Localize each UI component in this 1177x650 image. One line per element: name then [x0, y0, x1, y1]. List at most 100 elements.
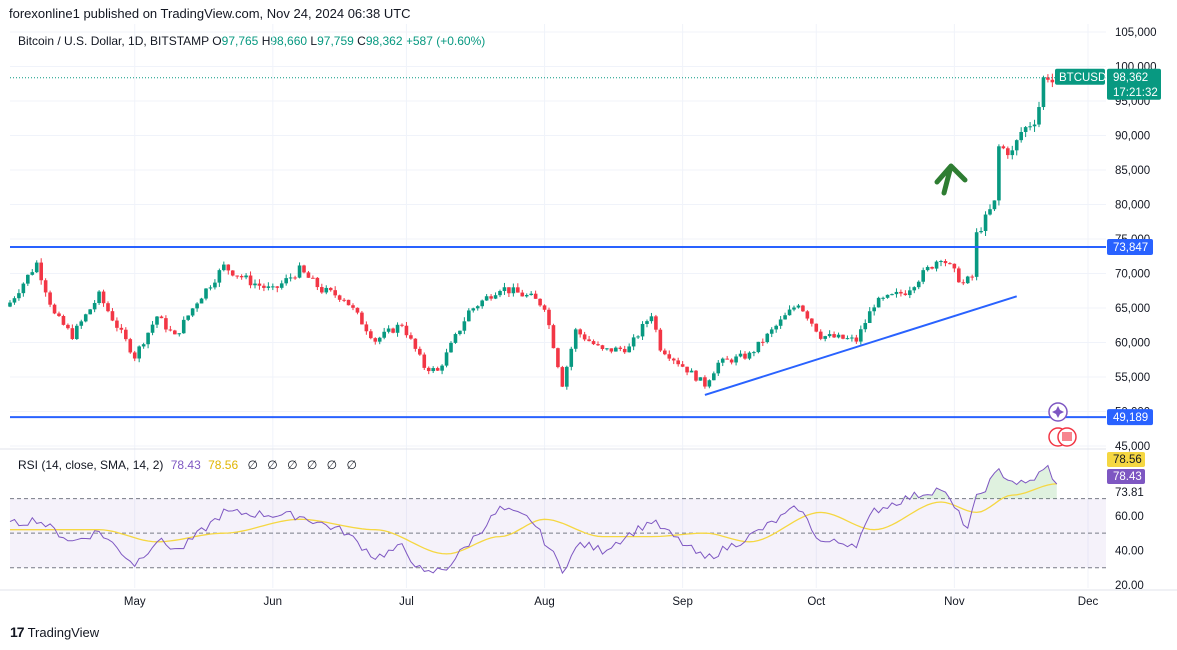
candle-body[interactable] [271, 286, 275, 288]
candle-body[interactable] [88, 309, 92, 315]
candle-body[interactable] [694, 370, 698, 381]
candle-body[interactable] [382, 331, 386, 338]
candle-body[interactable] [609, 348, 614, 352]
candle-body[interactable] [841, 334, 845, 339]
candle-body[interactable] [511, 287, 516, 294]
candle-body[interactable] [573, 329, 578, 349]
candle-body[interactable] [30, 272, 35, 275]
candle-body[interactable] [422, 354, 427, 368]
candle-body[interactable] [792, 307, 796, 310]
candle-body[interactable] [734, 356, 738, 363]
candle-body[interactable] [805, 311, 810, 319]
candle-body[interactable] [912, 287, 917, 291]
candle-body[interactable] [1001, 146, 1006, 149]
candle-body[interactable] [916, 281, 921, 288]
candle-body[interactable] [21, 283, 26, 294]
candle-body[interactable] [391, 328, 395, 333]
candle-body[interactable] [168, 329, 173, 331]
candle-body[interactable] [106, 303, 110, 312]
candle-body[interactable] [765, 333, 770, 343]
candle-body[interactable] [462, 321, 467, 331]
candle-body[interactable] [213, 282, 217, 288]
candle-body[interactable] [979, 231, 983, 233]
candle-body[interactable] [1028, 126, 1032, 128]
candle-body[interactable] [351, 305, 355, 308]
candle-body[interactable] [903, 293, 908, 296]
candle-body[interactable] [17, 293, 21, 299]
candle-body[interactable] [582, 334, 587, 340]
candle-body[interactable] [444, 352, 449, 366]
candle-body[interactable] [645, 321, 649, 324]
candle-body[interactable] [275, 286, 280, 288]
candle-body[interactable] [622, 348, 627, 353]
candle-body[interactable] [538, 298, 542, 306]
candle-body[interactable] [217, 270, 222, 283]
candle-body[interactable] [565, 366, 569, 387]
candle-body[interactable] [484, 296, 489, 301]
candle-body[interactable] [823, 336, 827, 339]
candle-body[interactable] [293, 277, 297, 279]
candle-body[interactable] [34, 262, 39, 273]
candle-body[interactable] [854, 337, 859, 342]
candle-body[interactable] [783, 315, 787, 320]
candle-body[interactable] [591, 341, 596, 345]
candle-body[interactable] [529, 293, 533, 296]
candle-body[interactable] [177, 333, 182, 335]
candle-body[interactable] [738, 353, 743, 357]
candle-body[interactable] [239, 276, 244, 278]
candle-body[interactable] [872, 307, 876, 312]
candle-body[interactable] [146, 332, 150, 345]
ticker-badge[interactable] [1055, 68, 1105, 85]
candle-body[interactable] [449, 342, 453, 353]
candle-body[interactable] [475, 306, 480, 309]
candle-body[interactable] [400, 324, 404, 326]
candle-body[interactable] [649, 316, 654, 322]
candle-body[interactable] [92, 303, 97, 310]
candle-body[interactable] [70, 328, 75, 339]
candle-body[interactable] [404, 325, 409, 336]
candle-body[interactable] [328, 287, 333, 291]
candle-body[interactable] [75, 325, 79, 339]
candle-body[interactable] [440, 365, 444, 371]
candle-body[interactable] [614, 347, 618, 352]
candle-body[interactable] [818, 331, 823, 339]
candle-body[interactable] [1041, 77, 1046, 108]
candle-body[interactable] [230, 270, 235, 276]
candle-body[interactable] [141, 344, 146, 347]
candle-body[interactable] [952, 263, 957, 269]
candle-body[interactable] [297, 265, 302, 278]
candle-body[interactable] [159, 316, 164, 319]
candle-body[interactable] [997, 146, 1001, 201]
candle-body[interactable] [640, 323, 645, 337]
candle-body[interactable] [970, 276, 974, 278]
candle-body[interactable] [101, 291, 106, 304]
candle-body[interactable] [810, 318, 814, 324]
candle-body[interactable] [208, 287, 213, 289]
candle-body[interactable] [150, 324, 155, 333]
candle-body[interactable] [867, 311, 872, 324]
candle-body[interactable] [186, 315, 190, 320]
candle-body[interactable] [885, 294, 890, 298]
candle-body[interactable] [752, 352, 756, 354]
candle-body[interactable] [845, 338, 850, 340]
ascending-trendline[interactable] [704, 295, 1018, 396]
candle-body[interactable] [761, 341, 765, 343]
candle-body[interactable] [467, 310, 471, 322]
level-badge[interactable] [1107, 238, 1153, 255]
candle-body[interactable] [226, 264, 231, 271]
rsi-badge[interactable] [1107, 469, 1145, 484]
candle-body[interactable] [894, 291, 899, 295]
candle-body[interactable] [320, 287, 324, 293]
candle-body[interactable] [827, 334, 832, 337]
candle-body[interactable] [431, 368, 435, 372]
candle-body[interactable] [859, 329, 863, 342]
candle-body[interactable] [943, 261, 948, 264]
candle-body[interactable] [311, 277, 315, 279]
candle-body[interactable] [618, 347, 623, 349]
candle-body[interactable] [471, 308, 476, 311]
candle-body[interactable] [337, 295, 342, 300]
candle-body[interactable] [988, 209, 992, 215]
candle-body[interactable] [676, 360, 680, 365]
candle-body[interactable] [787, 309, 792, 316]
candle-body[interactable] [542, 305, 547, 310]
